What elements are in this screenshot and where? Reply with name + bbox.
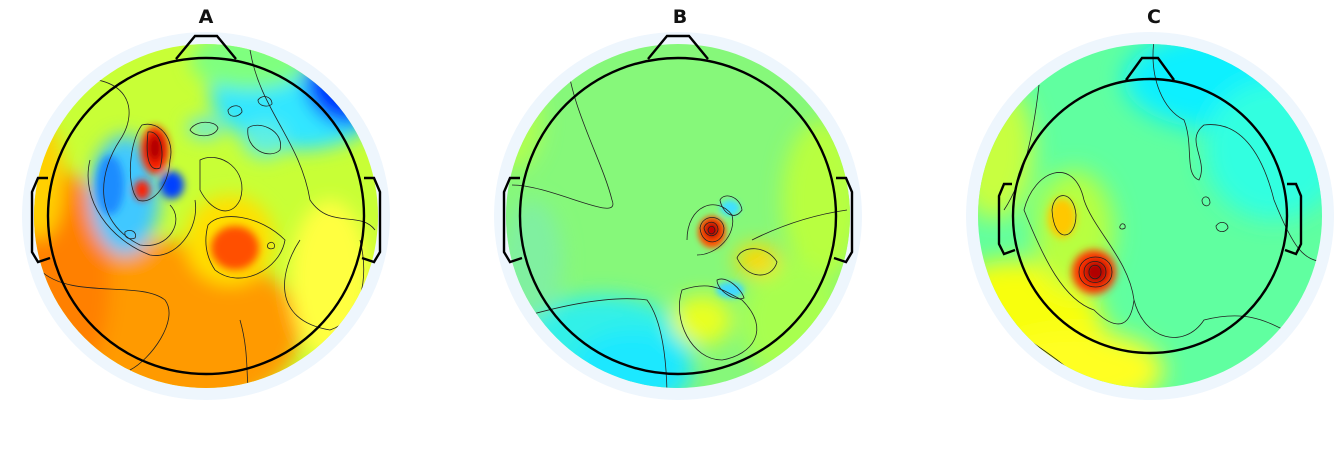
topomap-panel-a: A	[0, 0, 420, 450]
head-outline-icon	[518, 56, 838, 376]
head-outline-b	[502, 34, 854, 376]
ear-icon	[833, 176, 854, 264]
heatmap-c	[978, 44, 1322, 388]
contour-lines-c	[1003, 44, 1322, 388]
panel-label-a: A	[198, 6, 214, 28]
topomap-panel-c: C	[944, 0, 1341, 450]
contour-lines-a	[39, 49, 376, 388]
ear-icon	[1284, 182, 1303, 256]
topomap-a	[22, 32, 390, 400]
topomap-b	[494, 32, 862, 400]
topomap-c	[966, 32, 1334, 400]
panel-label-b: B	[672, 6, 688, 28]
head-outline-icon	[46, 56, 366, 376]
head-outline-a	[30, 34, 382, 376]
heatmap-b	[506, 44, 850, 388]
panel-label-c: C	[1147, 6, 1161, 28]
head-outline-icon	[1011, 77, 1289, 355]
topomap-panel-b: B	[472, 0, 892, 450]
nose-icon	[175, 34, 237, 60]
nose-icon	[647, 34, 709, 60]
contour-lines-b	[511, 59, 848, 388]
nose-icon	[1125, 56, 1175, 81]
ear-icon	[502, 176, 523, 264]
head-outline-c	[997, 56, 1303, 355]
ear-icon	[30, 176, 51, 264]
ear-icon	[997, 182, 1016, 256]
heatmap-a	[34, 44, 378, 388]
ear-icon	[361, 176, 382, 264]
